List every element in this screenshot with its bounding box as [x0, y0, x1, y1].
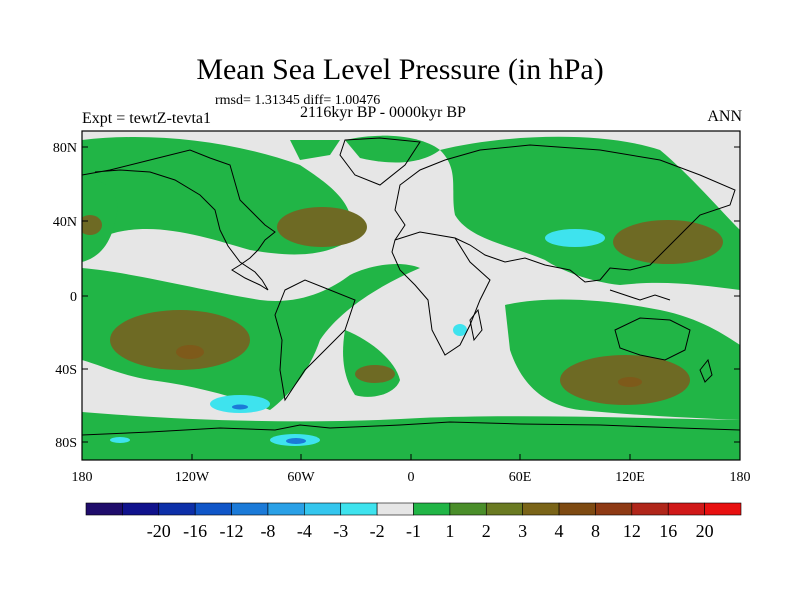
australia-coast — [614, 317, 691, 361]
dark-cores — [82, 207, 723, 405]
west-pacific-core — [82, 215, 102, 235]
lat-label-40n: 40N — [53, 215, 77, 230]
colorbar-swatch — [667, 502, 705, 516]
colorbar-label: -20 — [147, 521, 171, 541]
africa-cyan — [453, 324, 467, 336]
colorbar-swatch — [340, 502, 378, 516]
colorbar-label: -12 — [220, 521, 244, 541]
colorbar-swatch — [158, 502, 196, 516]
lon-label-60e: 60E — [509, 470, 532, 485]
north-atlantic-core — [277, 207, 367, 247]
greenland-green — [345, 135, 440, 163]
colorbar-label: 16 — [659, 521, 677, 541]
south-indian-spot — [618, 377, 642, 387]
colorbar-labels: -20 -16 -12 -8 -4 -3 -2 -1 1 2 3 4 8 12 16 20 — [147, 521, 714, 541]
colorbar-swatch — [631, 502, 669, 516]
colorbar-swatch — [522, 502, 560, 516]
colorbar-swatch — [231, 502, 269, 516]
antarctic-green — [82, 412, 740, 460]
colorbar-swatch — [413, 502, 451, 516]
lon-label-180e: 180 — [730, 470, 751, 485]
colorbar-swatch — [304, 502, 342, 516]
africa-coast — [391, 231, 491, 356]
colorbar-label: 4 — [555, 521, 564, 541]
lon-label-0: 0 — [408, 470, 415, 485]
map-title: Mean Sea Level Pressure (in hPa) — [196, 53, 604, 86]
indonesia-coast — [609, 289, 671, 301]
north-america-coast — [82, 149, 276, 291]
madagascar-coast — [469, 308, 483, 342]
experiment-label: Expt = tewtZ-tevta1 — [82, 110, 211, 127]
colorbar-swatch — [595, 502, 633, 516]
colorbar-swatch — [85, 502, 123, 516]
blue-spots — [232, 404, 306, 444]
arctic-green — [290, 140, 340, 160]
north-pacific-core — [613, 220, 723, 264]
south-pacific-core — [110, 310, 250, 370]
colorbar-label: -3 — [333, 521, 348, 541]
colorbar-label: -1 — [406, 521, 421, 541]
colorbar-label: -2 — [370, 521, 385, 541]
axis-ticks — [81, 146, 741, 460]
colorbar-label: -4 — [297, 521, 312, 541]
colorbar-label: 1 — [445, 521, 454, 541]
longitude-labels: 180 120W 60W 0 60E 120E 180 — [72, 470, 751, 485]
antarctic-blue — [286, 438, 306, 444]
colorbar-label: 2 — [482, 521, 491, 541]
coastlines — [82, 137, 740, 436]
colorbar-swatch — [267, 502, 305, 516]
colorbar-swatch — [194, 502, 232, 516]
south-atlantic-core — [355, 365, 395, 383]
south-pacific-green — [82, 264, 420, 410]
eurasia-coast — [394, 144, 736, 283]
lon-label-120e: 120E — [615, 470, 645, 485]
colorbar-swatch — [558, 502, 596, 516]
season-label: ANN — [707, 108, 742, 125]
south-pacific-spot — [176, 345, 204, 359]
colorbar-label: 20 — [696, 521, 714, 541]
colorbar-label: -16 — [183, 521, 207, 541]
new-zealand-coast — [699, 358, 713, 383]
south-atlantic-blue — [232, 404, 248, 410]
period-label: 2116kyr BP - 0000kyr BP — [300, 104, 466, 121]
rmsd-diff-stats: rmsd= 1.31345 diff= 1.00476 — [215, 93, 381, 108]
colorbar-swatch — [122, 502, 160, 516]
colorbar-swatch — [449, 502, 487, 516]
colorbar-label: 12 — [623, 521, 641, 541]
latitude-labels: 80N 40N 0 40S 80S — [53, 141, 77, 451]
colorbar-label: -8 — [260, 521, 275, 541]
lon-label-180w: 180 — [72, 470, 93, 485]
central-asia-cyan — [545, 229, 605, 247]
colorbar-swatch — [376, 502, 414, 516]
south-atlantic-cyan — [210, 395, 270, 413]
pressure-field — [82, 131, 740, 460]
south-america-coast — [274, 279, 356, 402]
antarctica-coast — [82, 421, 740, 436]
colorbar-label: 3 — [518, 521, 527, 541]
ross-sea-cyan — [110, 437, 130, 443]
colorbar-swatch — [485, 502, 523, 516]
lat-label-40s: 40S — [55, 363, 77, 378]
colorbar-label: 8 — [591, 521, 600, 541]
lat-label-0: 0 — [70, 290, 77, 305]
lon-label-120w: 120W — [175, 470, 210, 485]
greenland-coast — [339, 137, 421, 186]
lat-label-80n: 80N — [53, 141, 77, 156]
lat-label-80s: 80S — [55, 436, 77, 451]
lon-label-60w: 60W — [287, 470, 315, 485]
brown-spots — [176, 345, 642, 387]
colorbar — [85, 502, 742, 516]
colorbar-swatch — [704, 502, 742, 516]
